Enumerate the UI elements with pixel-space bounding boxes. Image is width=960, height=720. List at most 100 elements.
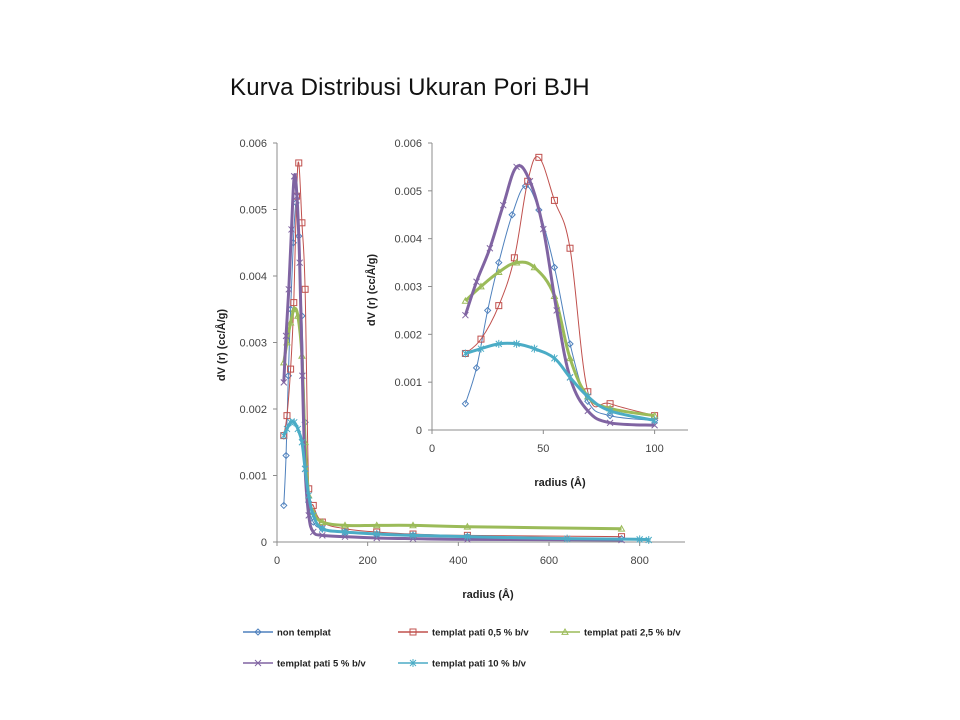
main-data-point	[409, 521, 417, 529]
main-data-point	[463, 522, 472, 530]
inset-series-line	[464, 341, 655, 422]
legend-item: templat pati 10 % b/v	[398, 659, 527, 670]
inset-data-point	[651, 416, 658, 425]
inset-data-point	[521, 182, 530, 190]
inset-data-point	[461, 399, 470, 408]
main-data-point	[287, 365, 295, 373]
legend-item: templat pati 2,5 % b/v	[550, 628, 681, 639]
inset-data-point	[499, 201, 507, 209]
inset-y-tick-label: 0.003	[394, 282, 422, 294]
main-axes: 0 0.001 0.002 0.003 0.004 0.005 0.006 0 200 400 60…	[215, 138, 685, 601]
main-data-point	[286, 318, 295, 326]
inset-background	[362, 130, 692, 502]
legend-item: templat pati 0,5 % b/v	[398, 628, 529, 639]
inset-data-point	[584, 392, 592, 401]
inset-y-tick-label: 0.006	[394, 138, 422, 150]
legend-label: templat pati 5 % b/v	[277, 659, 366, 670]
inset-data-point	[550, 263, 559, 272]
inset-axes: 0 0.001 0.002 0.003 0.004 0.005 0.006 0 50 100 rad…	[365, 138, 688, 489]
main-y-axis-label: dV (r) (cc/Å/g)	[215, 309, 228, 381]
main-x-tick-label: 400	[449, 555, 467, 567]
main-data-point	[309, 528, 317, 536]
inset-data-point	[462, 311, 469, 319]
main-x-tick-label: 0	[274, 555, 280, 567]
legend-marker	[254, 659, 262, 667]
inset-y-tick-label: 0.004	[394, 234, 422, 246]
inset-data-point	[494, 268, 503, 276]
main-data-point	[563, 534, 571, 543]
main-data-point	[373, 530, 381, 539]
main-x-tick-label: 600	[540, 555, 558, 567]
inset-data-point	[495, 339, 503, 348]
main-data-point	[409, 531, 417, 540]
main-data-point	[290, 172, 298, 180]
main-data-point	[285, 285, 293, 293]
inset-x-tick-label: 0	[429, 443, 435, 455]
inset-y-tick-label: 0.005	[394, 186, 422, 198]
inset-data-point	[530, 263, 539, 271]
legend-item: templat pati 5 % b/v	[243, 659, 366, 670]
inset-data-point	[462, 349, 469, 358]
inset-data-point	[606, 400, 614, 408]
main-data-point	[299, 372, 306, 380]
inset-data-point	[566, 340, 574, 348]
main-data-point	[301, 285, 309, 293]
inset-data-point	[531, 344, 538, 353]
inset-series-4	[462, 339, 658, 425]
inset-data-point	[566, 354, 574, 362]
main-data-point	[298, 438, 306, 447]
inset-y-tick-label: 0.001	[394, 377, 422, 389]
inset-data-point	[477, 282, 485, 290]
main-y-tick-label: 0.005	[239, 205, 267, 217]
main-y-tick-label: 0.001	[239, 471, 267, 483]
main-data-point	[280, 431, 288, 440]
inset-data-point	[483, 306, 492, 315]
inset-y-axis-label: dV (r) (cc/Å/g)	[365, 254, 378, 326]
main-data-point	[464, 532, 471, 541]
inset-data-point	[526, 177, 534, 185]
inset-x-axis-label: radius (Å)	[534, 476, 586, 489]
inset-data-point	[477, 335, 485, 343]
main-y-tick-label: 0.002	[239, 404, 267, 416]
inset-x-tick-label: 100	[645, 443, 663, 455]
main-data-point	[290, 305, 299, 313]
main-data-point	[283, 412, 291, 420]
main-data-point	[294, 311, 302, 319]
legend-label: templat pati 10 % b/v	[432, 659, 527, 670]
main-data-point	[293, 192, 301, 200]
legend-marker	[561, 627, 569, 635]
inset-data-point	[495, 302, 503, 310]
legend-label: templat pati 0,5 % b/v	[432, 628, 529, 639]
main-data-point	[288, 226, 295, 233]
inset-y-tick-label: 0	[416, 425, 422, 437]
main-x-axis-label: radius (Å)	[462, 588, 514, 601]
inset-data-point	[606, 406, 614, 415]
inset-data-point	[477, 344, 485, 353]
main-data-point	[318, 518, 327, 525]
legend-marker	[409, 628, 417, 636]
inset-data-point	[508, 211, 516, 219]
main-data-point	[295, 159, 303, 167]
chart-legend: non templat templat pati 0,5 % b/v templat…	[243, 628, 681, 670]
inset-data-point	[512, 258, 521, 266]
legend-item: non templat	[243, 628, 332, 639]
inset-data-point	[510, 254, 518, 262]
inset-data-point	[566, 373, 574, 382]
main-data-point	[280, 379, 288, 386]
inset-data-point	[535, 153, 543, 161]
main-data-point	[617, 524, 626, 532]
inset-x-tick-label: 50	[537, 443, 549, 455]
slide-title: Kurva Distribusi Ukuran Pori BJH	[230, 74, 590, 101]
main-data-point	[280, 501, 288, 510]
main-x-tick-label: 800	[630, 555, 648, 567]
main-y-tick-label: 0.006	[239, 138, 267, 150]
main-data-point	[318, 531, 326, 539]
main-data-point	[636, 535, 644, 544]
inset-data-point	[473, 278, 480, 286]
inset-data-point	[606, 419, 614, 427]
legend-marker	[409, 659, 417, 667]
main-data-point	[296, 259, 304, 267]
main-data-point	[282, 451, 290, 460]
inset-data-point	[513, 163, 520, 171]
